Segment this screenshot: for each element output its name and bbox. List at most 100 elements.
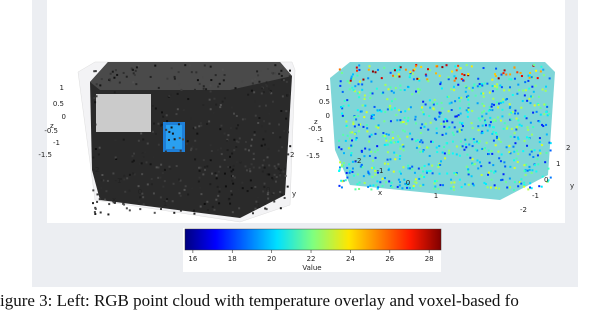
- point: [100, 179, 103, 182]
- point: [393, 107, 396, 110]
- point: [216, 149, 219, 152]
- point: [366, 130, 369, 133]
- point: [382, 132, 385, 135]
- point: [517, 112, 520, 115]
- point: [524, 89, 527, 92]
- point: [151, 105, 154, 108]
- point: [339, 80, 342, 83]
- point: [426, 78, 429, 81]
- point: [547, 179, 550, 182]
- point: [538, 149, 541, 152]
- point: [211, 205, 214, 208]
- point: [535, 170, 538, 173]
- z-axis-label: z: [314, 118, 318, 126]
- point: [508, 78, 511, 81]
- point: [474, 94, 477, 97]
- point: [223, 132, 226, 135]
- point: [96, 193, 99, 196]
- point: [519, 71, 522, 74]
- point: [393, 67, 396, 70]
- point: [477, 117, 480, 120]
- point: [346, 80, 349, 83]
- point: [398, 65, 401, 68]
- point: [403, 178, 406, 181]
- point: [513, 159, 516, 162]
- point: [354, 138, 357, 141]
- point: [451, 70, 454, 73]
- point: [494, 119, 497, 122]
- point: [469, 137, 472, 140]
- point: [544, 161, 547, 164]
- point: [399, 110, 402, 113]
- point: [455, 115, 458, 118]
- point: [453, 181, 456, 184]
- point: [264, 130, 267, 133]
- point: [219, 165, 222, 168]
- point: [414, 178, 417, 181]
- point: [475, 140, 478, 143]
- point: [351, 139, 354, 142]
- point: [485, 112, 488, 115]
- point: [351, 131, 354, 134]
- z-tick-label: -0.5: [44, 127, 58, 135]
- point: [139, 196, 142, 199]
- point: [436, 151, 439, 154]
- point: [486, 82, 489, 85]
- point: [221, 100, 224, 103]
- point: [250, 187, 253, 190]
- point: [229, 127, 232, 130]
- point: [379, 181, 382, 184]
- point: [286, 94, 289, 97]
- point: [488, 106, 491, 109]
- point: [444, 157, 447, 160]
- point: [491, 109, 494, 112]
- point: [268, 164, 271, 167]
- point: [358, 64, 361, 67]
- point: [517, 83, 520, 86]
- point: [458, 100, 461, 103]
- point: [506, 127, 509, 130]
- point: [108, 78, 111, 81]
- point: [263, 143, 266, 146]
- point: [458, 121, 461, 124]
- point: [244, 148, 247, 151]
- point: [407, 164, 410, 167]
- point: [435, 127, 438, 130]
- point: [471, 127, 474, 130]
- point: [448, 149, 451, 152]
- point: [232, 168, 235, 171]
- colorbar-tick-label: 20: [267, 255, 276, 263]
- point: [263, 166, 266, 169]
- point: [278, 72, 281, 75]
- point: [377, 126, 380, 129]
- point: [367, 68, 370, 71]
- point: [199, 205, 202, 208]
- point: [466, 153, 469, 156]
- point: [418, 145, 421, 148]
- point: [189, 149, 192, 152]
- point: [387, 133, 390, 136]
- point: [449, 187, 452, 190]
- point: [165, 200, 168, 203]
- point: [95, 83, 98, 86]
- point: [218, 202, 221, 205]
- point: [274, 167, 277, 170]
- point: [247, 93, 250, 96]
- point: [493, 118, 496, 121]
- point: [447, 110, 450, 113]
- point: [428, 114, 431, 117]
- point: [395, 113, 398, 116]
- point: [509, 118, 512, 121]
- point: [516, 161, 519, 164]
- point: [194, 139, 197, 142]
- point: [434, 185, 437, 188]
- point: [376, 171, 379, 174]
- point: [374, 150, 377, 153]
- point: [542, 125, 545, 128]
- point: [398, 109, 401, 112]
- point: [283, 130, 286, 133]
- point: [529, 182, 532, 185]
- point: [338, 139, 341, 142]
- point: [531, 169, 534, 172]
- point: [361, 83, 364, 86]
